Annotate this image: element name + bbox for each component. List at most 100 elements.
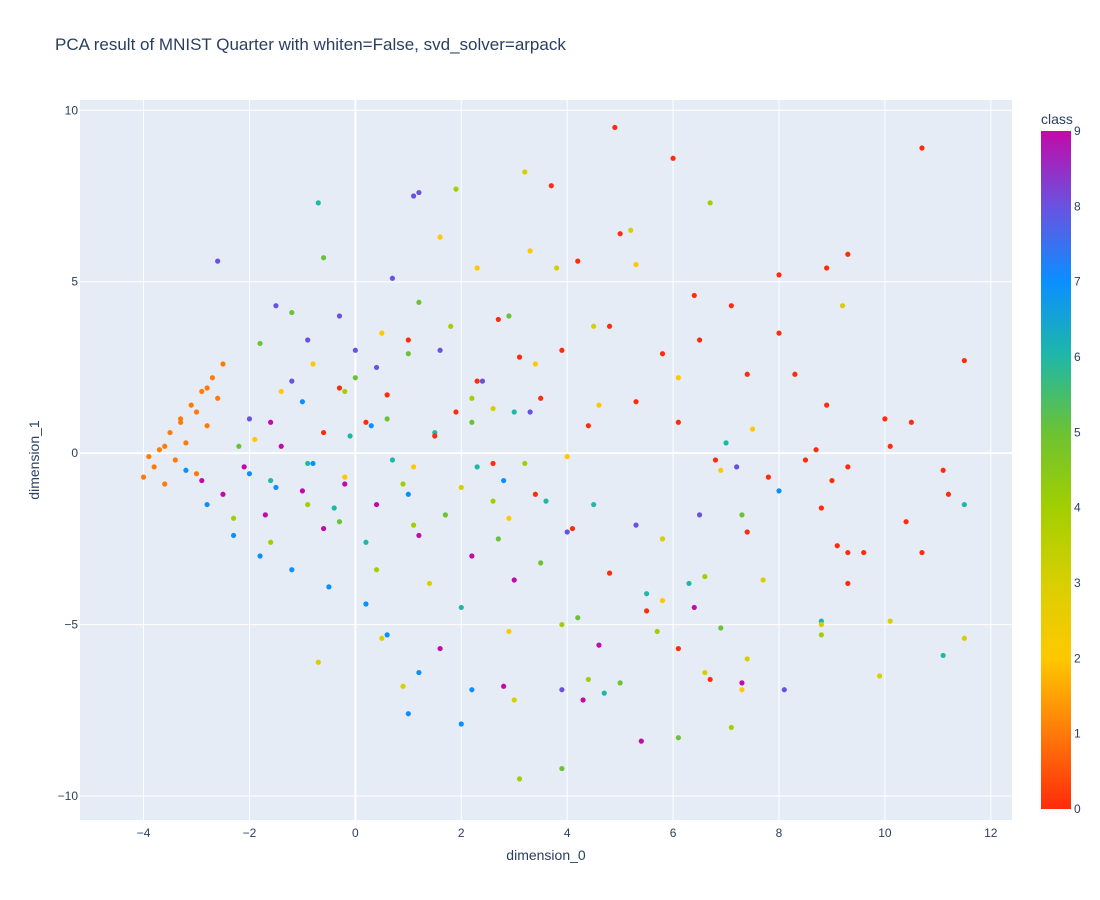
data-point xyxy=(469,395,475,401)
data-point xyxy=(416,299,422,305)
data-point xyxy=(734,464,740,470)
data-point xyxy=(336,519,343,525)
data-point xyxy=(691,604,697,611)
data-point xyxy=(739,687,745,693)
data-point xyxy=(469,553,475,559)
data-point xyxy=(845,251,851,257)
colorbar-tick-label: 7 xyxy=(1074,275,1081,289)
data-point xyxy=(389,275,396,281)
data-point xyxy=(336,385,343,391)
data-point xyxy=(273,484,279,491)
data-point xyxy=(183,467,189,473)
data-point xyxy=(215,258,221,264)
data-point xyxy=(405,711,411,717)
colorbar xyxy=(1041,131,1071,809)
data-point xyxy=(342,481,348,487)
data-point xyxy=(167,429,173,436)
data-point xyxy=(199,477,205,484)
data-point xyxy=(379,635,385,641)
data-point xyxy=(193,471,200,477)
data-point xyxy=(575,615,581,621)
data-point xyxy=(659,351,666,357)
data-point xyxy=(506,628,512,635)
data-point xyxy=(675,419,681,425)
data-point xyxy=(495,316,501,323)
data-point xyxy=(278,443,284,449)
data-point xyxy=(591,501,597,508)
y-tick-label: 10 xyxy=(65,103,79,117)
data-point xyxy=(246,416,253,422)
data-point xyxy=(527,409,533,415)
data-point xyxy=(638,738,644,744)
data-point xyxy=(320,525,327,532)
data-point xyxy=(559,621,565,628)
data-point xyxy=(538,395,544,401)
data-point xyxy=(580,697,586,703)
data-point xyxy=(437,645,443,652)
data-point xyxy=(919,549,925,556)
data-point xyxy=(829,477,835,484)
colorbar-tick-label: 3 xyxy=(1074,576,1081,590)
data-point xyxy=(305,337,311,343)
data-point xyxy=(776,272,782,278)
data-point xyxy=(887,443,893,449)
data-point xyxy=(172,457,178,463)
data-point xyxy=(617,231,623,237)
data-point xyxy=(522,460,528,467)
data-point xyxy=(268,419,274,425)
data-point xyxy=(765,474,772,480)
data-point xyxy=(373,501,380,508)
x-tick-label: 6 xyxy=(670,826,677,840)
data-point xyxy=(437,234,443,240)
data-point xyxy=(845,464,851,470)
data-point xyxy=(299,488,306,494)
data-point xyxy=(596,642,602,648)
data-point xyxy=(654,628,660,635)
data-point xyxy=(633,399,639,405)
data-point xyxy=(516,354,523,360)
data-point xyxy=(538,560,544,566)
data-point xyxy=(612,124,618,131)
data-point xyxy=(818,505,824,511)
data-point xyxy=(490,405,496,412)
data-point xyxy=(289,378,295,384)
data-point xyxy=(241,464,247,470)
data-point xyxy=(178,419,184,425)
colorbar-tick-label: 8 xyxy=(1074,199,1081,213)
data-point xyxy=(363,601,369,607)
data-point xyxy=(437,347,443,353)
data-point xyxy=(458,721,464,727)
plot-area xyxy=(80,100,1012,820)
data-point xyxy=(384,416,390,422)
data-point xyxy=(501,477,507,484)
data-point xyxy=(506,313,512,319)
data-point xyxy=(792,371,798,377)
colorbar-tick-label: 2 xyxy=(1074,651,1081,665)
data-point xyxy=(405,351,411,357)
data-point xyxy=(670,155,676,161)
data-point xyxy=(389,457,396,463)
data-point xyxy=(559,347,565,353)
data-point xyxy=(532,491,539,497)
data-point xyxy=(400,683,406,689)
x-tick-label: 0 xyxy=(352,826,359,840)
data-point xyxy=(426,580,433,587)
data-point xyxy=(453,186,459,192)
x-tick-label: −4 xyxy=(137,826,151,840)
data-point xyxy=(363,419,369,425)
data-point xyxy=(940,652,946,659)
data-point xyxy=(739,512,745,518)
x-axis-label: dimension_0 xyxy=(506,847,586,863)
data-point xyxy=(204,423,210,429)
data-point xyxy=(702,669,708,676)
data-point xyxy=(416,532,422,539)
data-point xyxy=(448,323,454,329)
data-point xyxy=(490,460,496,467)
y-tick-label: 5 xyxy=(71,275,78,289)
y-tick-label: 0 xyxy=(71,446,78,460)
data-points xyxy=(140,124,967,782)
data-point xyxy=(373,364,380,371)
data-point xyxy=(442,512,448,518)
data-point xyxy=(273,303,279,309)
